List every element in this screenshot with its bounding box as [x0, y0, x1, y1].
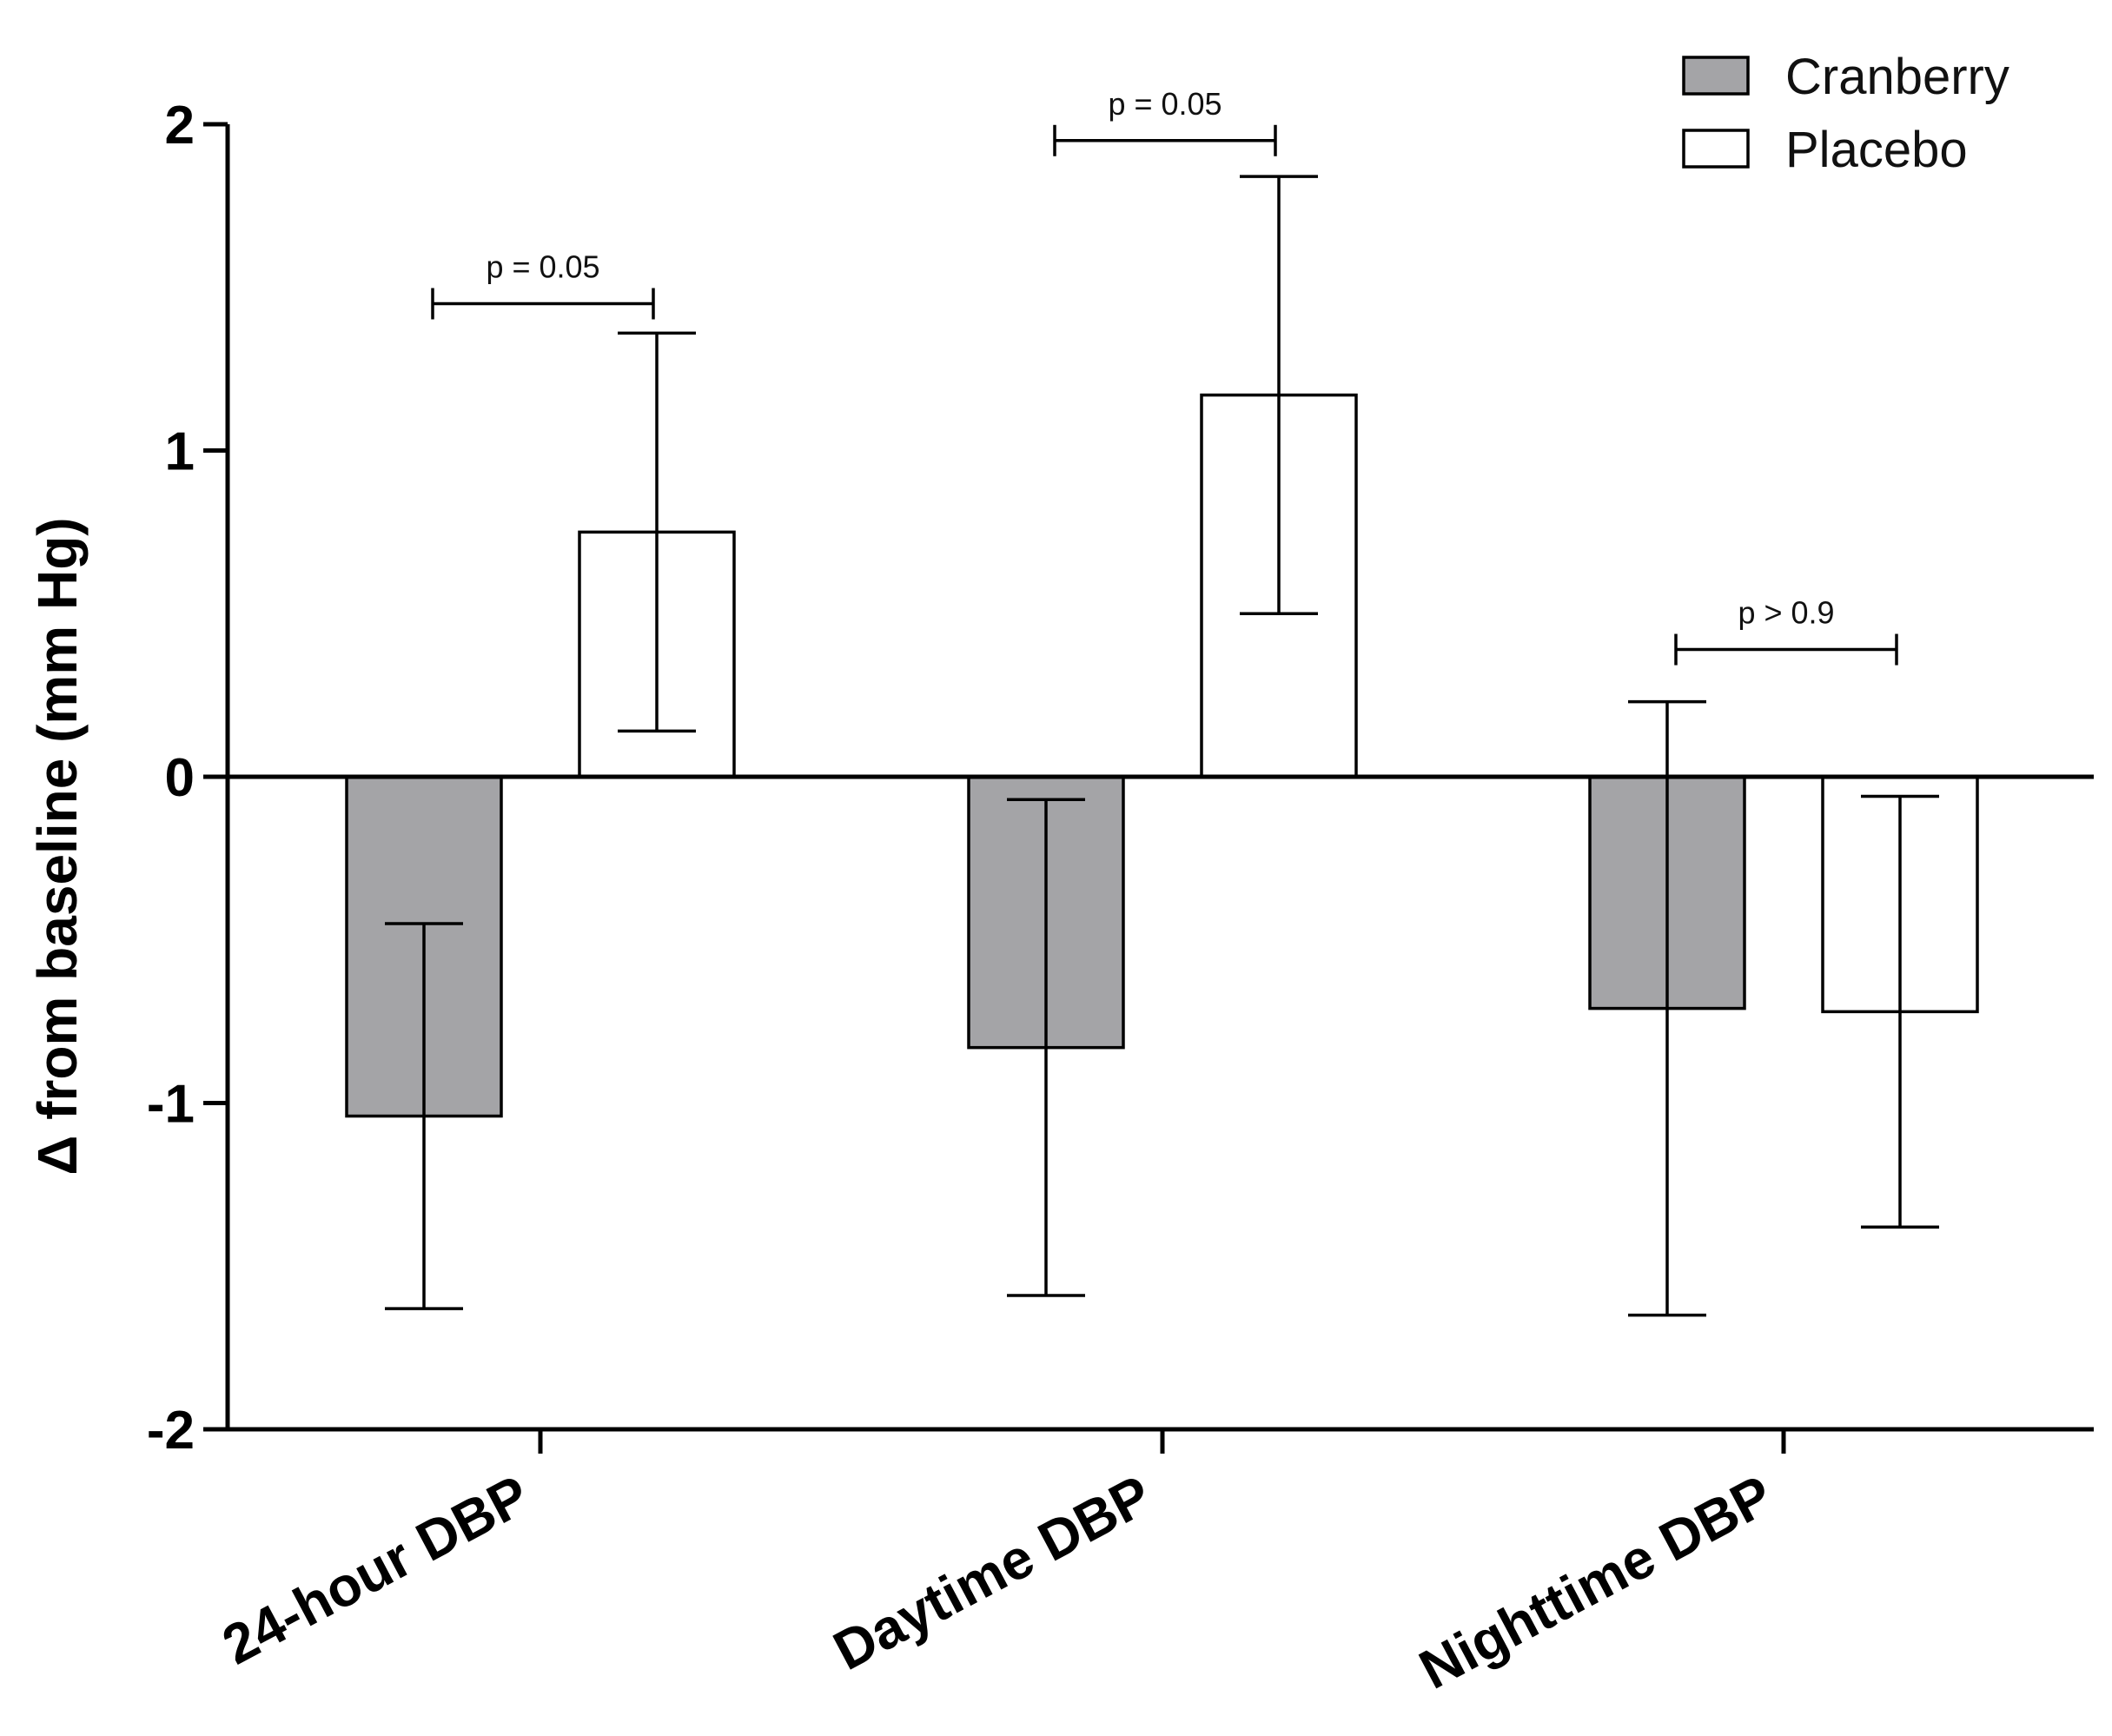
y-tick-label: 2 — [165, 96, 195, 156]
x-tick-label: 24-hour DBP — [213, 1463, 540, 1677]
y-tick-label: 1 — [165, 422, 195, 482]
y-tick-label: -2 — [147, 1401, 195, 1461]
legend: Cranberry Placebo — [1682, 49, 2009, 178]
legend-label-placebo: Placebo — [1785, 122, 1968, 178]
legend-swatch-placebo — [1682, 129, 1750, 169]
p-value-label: p = 0.05 — [1108, 86, 1222, 122]
legend-label-cranberry: Cranberry — [1785, 49, 2009, 105]
p-value-label: p = 0.05 — [486, 249, 599, 285]
legend-swatch-cranberry — [1682, 56, 1750, 96]
p-value-label: p > 0.9 — [1738, 595, 1834, 631]
bars — [345, 393, 1979, 1118]
x-tick-label: Daytime DBP — [824, 1463, 1162, 1682]
y-tick-label: 0 — [165, 748, 195, 808]
error-bars — [385, 175, 1939, 1317]
significance-annotations: p = 0.05 p = 0.05 p > 0.9 — [431, 86, 1898, 666]
y-tick-label: -1 — [147, 1075, 195, 1135]
y-axis-label: Δ from baseline (mm Hg) — [26, 517, 89, 1175]
x-tick-label: Nighttime DBP — [1409, 1463, 1782, 1701]
